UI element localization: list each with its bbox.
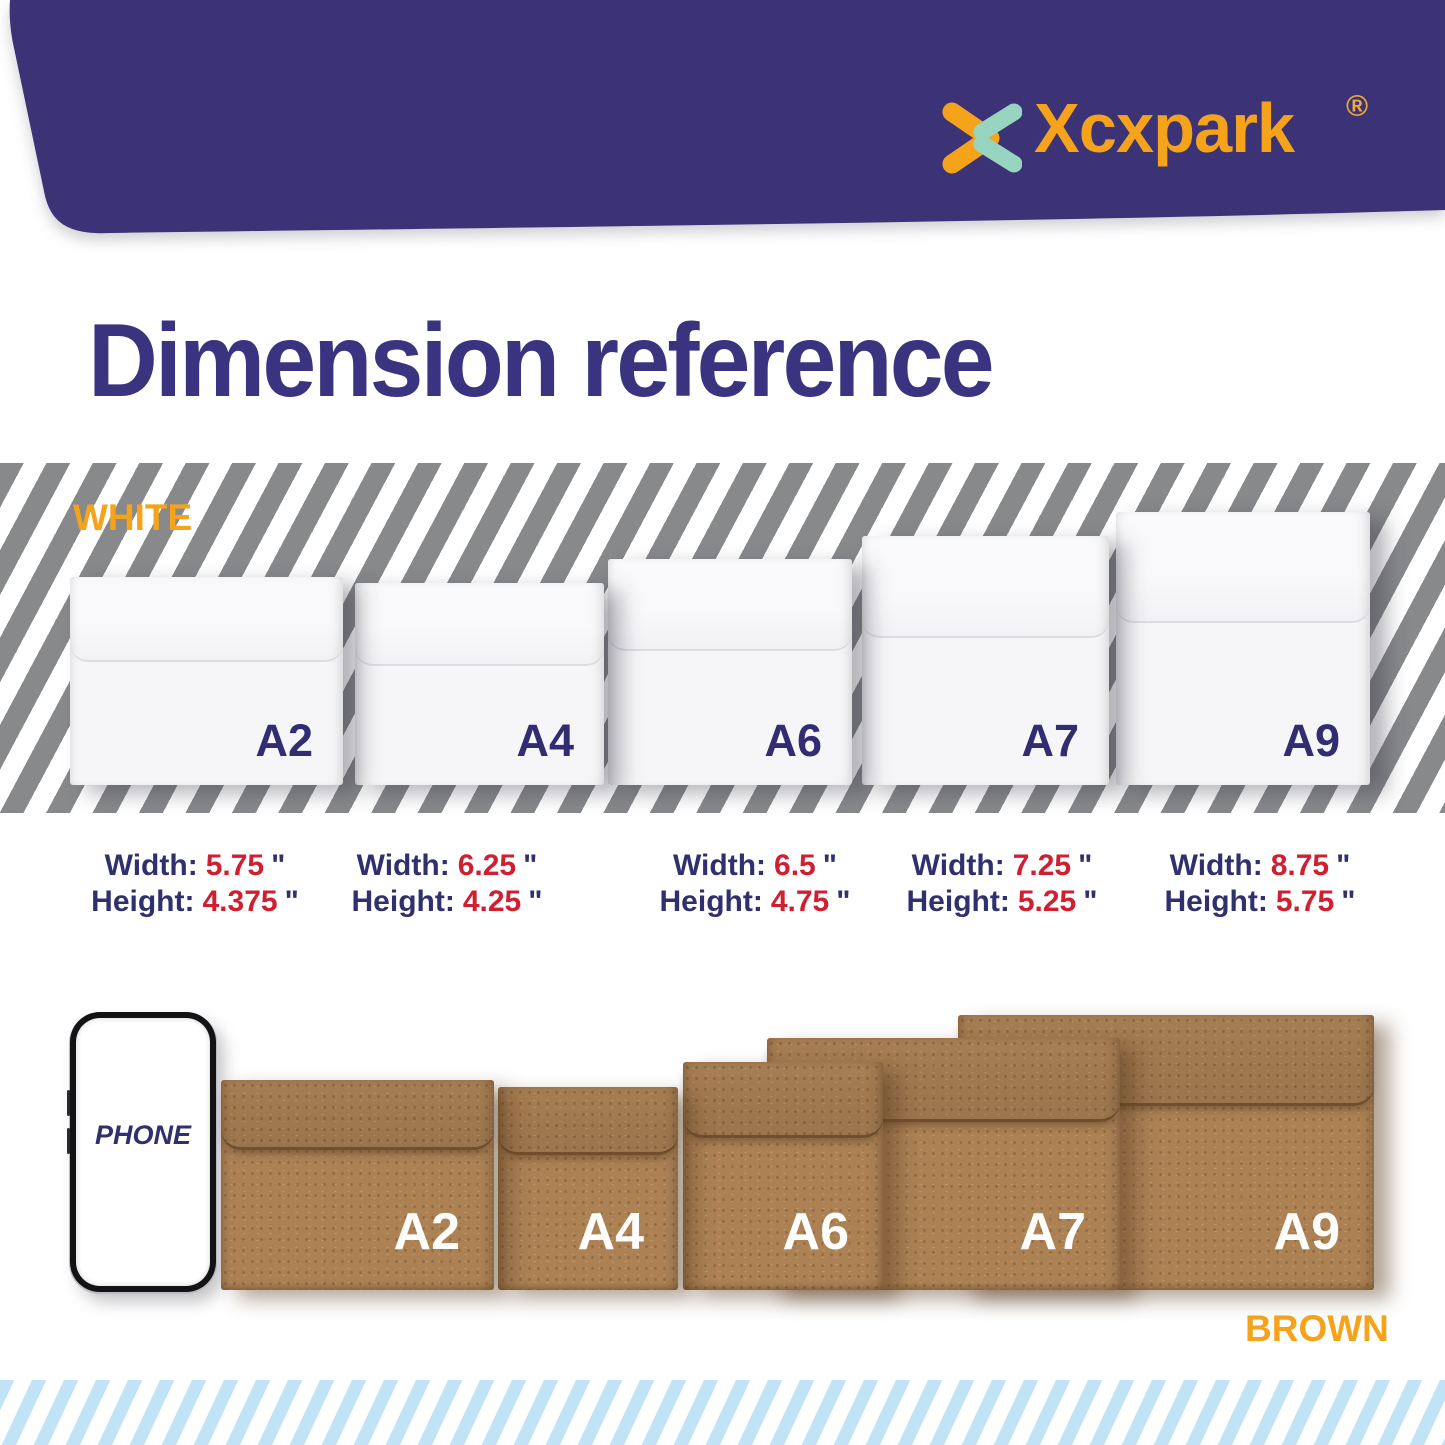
top-banner — [9, 0, 1445, 234]
envelope-flap — [862, 536, 1109, 638]
envelope-flap — [683, 1062, 883, 1138]
white-envelope-a4: A4 — [355, 583, 604, 785]
blue-stripe-band — [0, 1380, 1445, 1445]
dimension-column-a7: Width: 7.25 " Height: 5.25 " — [870, 848, 1134, 920]
brand-x-icon — [942, 102, 1022, 174]
width-line: Width: 5.75 " — [104, 849, 286, 882]
white-envelope-a7: A7 — [862, 536, 1109, 785]
brown-envelope-a2: A2 — [221, 1080, 494, 1290]
height-line: Height: 4.25 " — [351, 885, 543, 918]
phone-volume-button — [67, 1128, 70, 1154]
width-line: Width: 8.75 " — [1169, 849, 1351, 882]
envelope-size-label: A2 — [255, 715, 313, 766]
phone-volume-button — [67, 1090, 70, 1116]
envelope-flap — [1116, 512, 1370, 624]
width-line: Width: 6.25 " — [356, 849, 538, 882]
envelope-size-label: A2 — [393, 1203, 460, 1261]
envelope-flap — [355, 583, 604, 666]
envelope-size-label: A4 — [577, 1203, 644, 1261]
brown-envelope-a4: A4 — [498, 1087, 678, 1290]
envelope-size-label: A9 — [1273, 1203, 1340, 1261]
phone-label: PHONE — [94, 1120, 192, 1150]
white-envelope-a9: A9 — [1116, 512, 1370, 785]
brand-logo: Xcxpark ® — [938, 88, 1408, 198]
height-line: Height: 4.75 " — [659, 885, 851, 918]
dimension-column-a4: Width: 6.25 " Height: 4.25 " — [315, 848, 579, 920]
registered-trademark-icon: ® — [1346, 90, 1369, 123]
envelope-size-label: A6 — [764, 715, 822, 766]
dimension-column-a2: Width: 5.75 " Height: 4.375 " — [63, 848, 327, 920]
width-line: Width: 7.25 " — [911, 849, 1093, 882]
height-line: Height: 4.375 " — [91, 885, 299, 918]
dimension-column-a9: Width: 8.75 " Height: 5.75 " — [1128, 848, 1392, 920]
width-line: Width: 6.5 " — [673, 849, 837, 882]
phone-graphic: PHONE — [67, 1012, 216, 1292]
envelope-size-label: A7 — [1019, 1203, 1086, 1261]
white-section-label: WHITE — [73, 497, 193, 538]
envelope-size-label: A6 — [782, 1203, 849, 1261]
envelope-size-label: A9 — [1282, 715, 1340, 766]
white-envelope-a6: A6 — [608, 559, 852, 785]
phone-screen — [76, 1018, 210, 1286]
white-envelope-a2: A2 — [70, 577, 343, 785]
envelope-flap — [221, 1080, 494, 1151]
envelope-size-label: A7 — [1021, 715, 1079, 766]
brand-name: Xcxpark — [1034, 89, 1295, 167]
dimension-column-a6: Width: 6.5 " Height: 4.75 " — [623, 848, 887, 920]
brown-envelope-a6: A6 — [683, 1062, 883, 1290]
envelope-flap — [498, 1087, 678, 1155]
envelope-flap — [70, 577, 343, 663]
brown-section-label: BROWN — [1245, 1308, 1389, 1349]
height-line: Height: 5.25 " — [906, 885, 1098, 918]
envelope-size-label: A4 — [516, 715, 574, 766]
height-line: Height: 5.75 " — [1164, 885, 1356, 918]
page-title: Dimension reference — [88, 303, 995, 419]
envelope-flap — [608, 559, 852, 652]
